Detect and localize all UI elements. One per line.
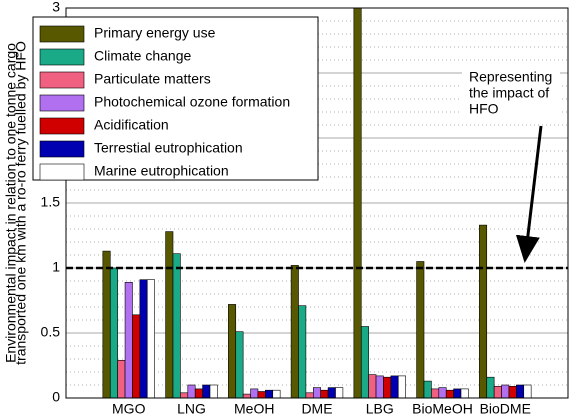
- bar: [194, 388, 203, 398]
- legend-label: Acidification: [94, 117, 169, 133]
- legend-swatch: [39, 94, 85, 112]
- bar: [416, 261, 425, 398]
- bar: [265, 389, 274, 398]
- bar: [383, 376, 392, 398]
- bar: [290, 265, 299, 398]
- y-tick-label: 3: [52, 0, 60, 15]
- x-tick-label: BioMeOH: [412, 401, 473, 417]
- bar: [320, 389, 329, 398]
- bar: [146, 279, 155, 398]
- bar: [327, 387, 336, 398]
- bar: [139, 279, 148, 398]
- annotation-text: HFO: [469, 101, 499, 117]
- y-axis-label: Environmental impact in relation to one …: [3, 43, 19, 363]
- bar: [172, 253, 181, 398]
- legend-label: Marine eutrophication: [94, 163, 229, 179]
- bar: [453, 388, 462, 398]
- axes-frame: [65, 7, 569, 399]
- bar: [187, 384, 196, 398]
- bar: [272, 389, 281, 398]
- bar: [250, 388, 259, 398]
- legend-label: Climate change: [94, 48, 191, 64]
- y-tick-label: 0.5: [41, 324, 61, 340]
- x-tick-label: LNG: [177, 401, 206, 417]
- legend-swatch: [39, 140, 85, 158]
- bar: [124, 281, 133, 398]
- legend-label: Terrestial eutrophication: [94, 140, 243, 156]
- x-tick-label: BioDME: [480, 401, 531, 417]
- x-tick-label: MeOH: [234, 401, 274, 417]
- bar: [479, 224, 488, 398]
- annotation-text: the impact of: [469, 85, 549, 101]
- bar: [102, 250, 111, 398]
- bar: [180, 392, 189, 398]
- y-tick-label: 1: [52, 259, 60, 275]
- legend-swatch: [39, 117, 85, 135]
- bar: [242, 393, 251, 398]
- bar: [460, 388, 469, 398]
- annotation-arrow: [515, 125, 543, 263]
- legend-label: Primary energy use: [94, 25, 216, 41]
- annotation-box: [462, 66, 560, 122]
- bar: [335, 387, 344, 398]
- bar: [486, 376, 495, 398]
- bar: [445, 389, 454, 398]
- x-tick-label: MGO: [112, 401, 146, 417]
- bar: [109, 267, 118, 398]
- bar: [353, 8, 362, 398]
- bar: [235, 331, 244, 398]
- bar: [202, 384, 211, 398]
- bar: [368, 374, 377, 398]
- y-tick-label: 0: [52, 389, 60, 405]
- legend-swatch: [39, 163, 85, 181]
- bar: [508, 385, 517, 398]
- y-tick-label: 1.5: [41, 194, 61, 210]
- annotation-text: Representing: [469, 69, 552, 85]
- bar: [117, 359, 126, 398]
- bar: [257, 391, 266, 398]
- bar: [516, 384, 525, 398]
- bar: [375, 375, 384, 398]
- bar: [431, 388, 440, 398]
- bar: [397, 375, 406, 398]
- bar: [305, 392, 314, 398]
- bar: [523, 384, 532, 398]
- x-tick-label: DME: [301, 401, 332, 417]
- bar: [360, 326, 369, 398]
- bar: [209, 384, 218, 398]
- bar: [132, 314, 141, 398]
- legend-label: Photochemical ozone formation: [94, 94, 290, 110]
- bar: [228, 304, 237, 398]
- bar: [493, 385, 502, 398]
- bar: [165, 231, 174, 398]
- bar: [390, 375, 399, 398]
- legend-swatch: [39, 71, 85, 89]
- legend-swatch: [39, 48, 85, 66]
- legend-label: Particulate matters: [94, 71, 211, 87]
- bar: [298, 305, 307, 398]
- bar: [312, 387, 321, 398]
- legend-swatch: [39, 25, 85, 43]
- bar: [423, 380, 432, 398]
- bar: [438, 387, 447, 398]
- x-tick-label: LBG: [366, 401, 394, 417]
- y-axis-label: transported one km with a ro-ro ferry fu…: [13, 41, 29, 365]
- bar: [501, 384, 510, 398]
